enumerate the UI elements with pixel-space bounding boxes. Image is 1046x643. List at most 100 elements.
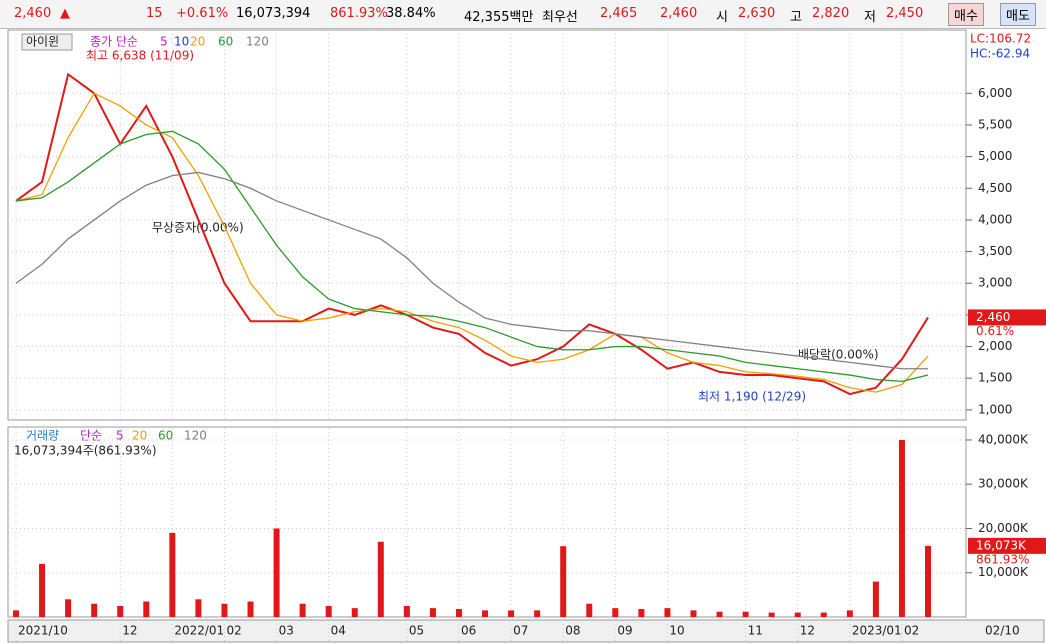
buy-button[interactable]: 매수 <box>948 3 984 26</box>
ma-line <box>15 92 929 393</box>
y-tick-label: 3,500 <box>978 244 1012 258</box>
y-tick-label: 10,000K <box>978 565 1029 579</box>
legend-entry: 20 <box>190 35 205 49</box>
y-tick-label: 5,500 <box>978 117 1012 131</box>
x-tick-label: 02 <box>904 624 919 638</box>
y-tick-label: 30,000K <box>978 477 1029 491</box>
volume-bar <box>195 599 202 617</box>
change: 15 <box>146 6 163 21</box>
vol-legend-120: 120 <box>184 429 207 443</box>
dividend-note: 배당락(0.00%) <box>798 348 879 362</box>
open: 2,630 <box>738 6 776 21</box>
volume-bar <box>351 608 358 617</box>
vol-legend-title: 거래량 <box>26 429 59 443</box>
price-tag-change: 0.61% <box>976 324 1014 338</box>
volume-bar <box>898 439 905 617</box>
volume-bar <box>560 546 567 617</box>
volume-bar <box>612 608 619 617</box>
volume-bar <box>13 610 19 617</box>
volume-bar <box>143 601 150 617</box>
x-tick-label: 11 <box>748 624 763 638</box>
x-tick-label: 08 <box>565 624 580 638</box>
y-tick-label: 3,000 <box>978 276 1012 290</box>
vol-legend-5: 5 <box>116 429 124 443</box>
ma-line <box>15 171 928 370</box>
high-note: 최고 6,638 (11/09) <box>86 49 194 63</box>
volume-bar <box>716 611 723 617</box>
volume-bar <box>846 610 853 617</box>
price-tag <box>968 309 1046 326</box>
volume-bar <box>117 605 124 617</box>
volume-bar <box>794 612 801 617</box>
y-tick-label: 40,000K <box>978 432 1029 446</box>
volume-bar <box>820 612 827 617</box>
volume-bar <box>482 610 489 617</box>
arrow: ▲ <box>60 6 70 21</box>
volume-bar <box>638 609 645 617</box>
low: 2,450 <box>886 6 924 21</box>
x-end-label: 02/10 <box>985 624 1020 638</box>
vol-legend-60: 60 <box>158 429 173 443</box>
x-tick-label: 2021/10 <box>18 624 68 638</box>
open-label: 시 <box>716 10 728 25</box>
y-tick-label: 6,000 <box>978 86 1012 100</box>
y-tick-label: 1,500 <box>978 371 1012 385</box>
date-axis <box>7 619 1045 643</box>
price-panel <box>7 29 967 421</box>
volume-bar <box>429 608 436 617</box>
price-tag-label: 2,460 <box>976 310 1010 324</box>
volume-bar <box>872 581 879 617</box>
volume-bar <box>403 605 410 617</box>
low-label: 저 <box>864 10 876 25</box>
volume-bar <box>221 603 228 617</box>
volume-bar <box>299 603 306 617</box>
ma-line <box>15 130 929 383</box>
x-tick-label: 12 <box>800 624 815 638</box>
volume-bar <box>664 608 671 617</box>
high: 2,820 <box>812 6 850 21</box>
legend-entry: 120 <box>246 35 269 49</box>
sell-button[interactable]: 매도 <box>1000 3 1036 26</box>
vol-legend-label: 단순 <box>80 429 102 443</box>
volume-bar <box>325 605 332 617</box>
volume-bar <box>39 563 46 617</box>
price-line <box>15 72 929 396</box>
price-tag-label: 16,073K <box>976 538 1027 552</box>
price-tag-change: 861.93% <box>976 552 1029 566</box>
volume: 16,073,394 <box>236 6 311 21</box>
x-tick-label: 05 <box>409 624 424 638</box>
legend-10: 10 <box>174 35 189 49</box>
volume-bar <box>586 603 593 617</box>
quote-bar: 2,460 ▲ 15 +0.61% 16,073,394 861.93% 38.… <box>0 0 1046 29</box>
y-tick-label: 4,500 <box>978 181 1012 195</box>
volume-bar <box>768 612 775 617</box>
high-label: 고 <box>790 10 802 25</box>
low-note: 최저 1,190 (12/29) <box>698 390 806 404</box>
volume-bar <box>508 610 515 617</box>
x-tick-label: 04 <box>331 624 346 638</box>
y-tick-label: 4,000 <box>978 212 1012 226</box>
vol-legend-20: 20 <box>132 429 147 443</box>
x-tick-label: 2023/01 <box>852 624 902 638</box>
volume-bar <box>742 611 749 617</box>
volume-bar <box>169 532 176 617</box>
legend-label: 종가 단순 <box>90 35 138 49</box>
volume-bar <box>91 603 98 617</box>
price: 2,460 <box>14 6 52 21</box>
volume-bar <box>455 609 462 617</box>
y-tick-label: 20,000K <box>978 521 1029 535</box>
y-tick-label: 1,000 <box>978 402 1012 416</box>
legend-5: 5 <box>160 35 168 49</box>
change-pct: +0.61% <box>176 6 229 21</box>
x-tick-label: 03 <box>279 624 294 638</box>
y-tick-label: 5,000 <box>978 149 1012 163</box>
lc: LC:106.72 <box>970 32 1031 46</box>
item-button[interactable] <box>21 33 73 51</box>
amount: 42,355백만 <box>464 10 534 25</box>
x-tick-label: 09 <box>617 624 632 638</box>
x-tick-label: 2022/01 <box>174 624 224 638</box>
x-tick-label: 02 <box>226 624 241 638</box>
volume-bar <box>65 599 72 617</box>
volume-bar <box>690 610 697 617</box>
volume-bar <box>273 528 280 617</box>
